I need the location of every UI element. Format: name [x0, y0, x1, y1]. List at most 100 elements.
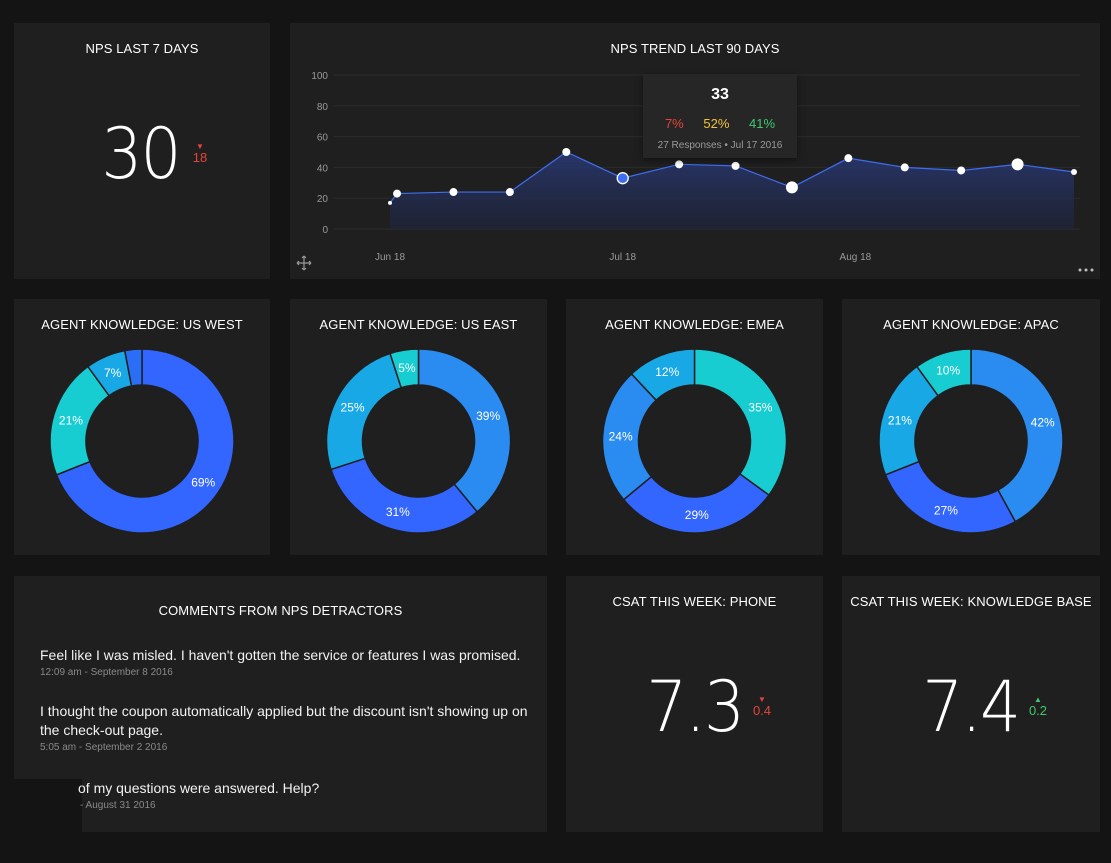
y-tick-label: 20 — [317, 194, 329, 205]
csat-kb-delta-value: 0.2 — [1028, 703, 1048, 718]
comment-time: 12:09 am - September 8 2016 — [40, 667, 173, 678]
donut-slice-label: 29% — [685, 508, 709, 522]
csat-phone-card: CSAT THIS WEEK: PHONE 7.3 ▼ 0.4 — [566, 576, 823, 832]
donut-slice-label: 21% — [59, 413, 83, 427]
more-icon[interactable] — [1078, 261, 1094, 272]
csat-kb-value: 7.4 — [922, 666, 1021, 748]
tooltip-detail: 27 Responses • Jul 17 2016 — [657, 140, 783, 151]
card-title: COMMENTS FROM NPS DETRACTORS — [158, 603, 403, 618]
donut-slice — [55, 348, 235, 534]
card-title: CSAT THIS WEEK: PHONE — [612, 594, 777, 609]
nps-line — [389, 151, 1075, 204]
comment-item-partial: of my questions were answered. Help? - A… — [78, 779, 538, 811]
y-tick-label: 40 — [317, 163, 329, 174]
nps-delta-value: 18 — [192, 150, 208, 165]
nps-7-days-card: NPS LAST 7 DAYS 30 ▼ 18 — [14, 23, 270, 279]
nps-point — [449, 188, 458, 197]
csat-phone-value: 7.3 — [646, 666, 745, 748]
y-tick-label: 60 — [317, 133, 329, 144]
donut-slice-label: 69% — [191, 476, 215, 490]
card-title: AGENT KNOWLEDGE: EMEA — [605, 317, 784, 332]
donut-slice — [123, 348, 143, 387]
csat-knowledge-base-card: CSAT THIS WEEK: KNOWLEDGE BASE 7.4 ▲ 0.2 — [842, 576, 1100, 832]
donut-chart-emea: 35% 29% 24% 12% — [601, 348, 788, 534]
tooltip-promoters: 41% — [749, 116, 776, 131]
agent-knowledge-apac-card: AGENT KNOWLEDGE: APAC 42% 27% 21% 10% — [842, 299, 1100, 555]
nps-point — [844, 154, 853, 163]
donut-slice-label: 35% — [748, 400, 772, 414]
donut-slice — [915, 348, 972, 397]
chart-tooltip: 33 7% 52% 41% 27 Responses • Jul 17 2016 — [643, 74, 797, 158]
comments-card: COMMENTS FROM NPS DETRACTORS Feel like I… — [14, 576, 547, 779]
nps-point — [957, 166, 966, 175]
donut-slice-label: 42% — [1031, 416, 1055, 430]
nps-point — [562, 148, 571, 156]
tooltip-detractors: 7% — [664, 116, 684, 131]
agent-knowledge-emea-card: AGENT KNOWLEDGE: EMEA 35% 29% 24% 12% — [566, 299, 823, 555]
donut-slice-label: 25% — [341, 400, 365, 414]
donut-slice-label: 39% — [476, 409, 500, 423]
up-arrow-icon: ▲ — [1034, 695, 1042, 704]
nps-area — [390, 152, 1074, 229]
x-tick-label: Jun 18 — [375, 252, 405, 263]
nps-trend-card: NPS TREND LAST 90 DAYS 100 80 60 40 20 0 Jun 1… — [290, 23, 1100, 279]
card-title: AGENT KNOWLEDGE: US WEST — [41, 317, 243, 332]
nps-point — [900, 163, 909, 172]
move-icon[interactable] — [296, 255, 312, 271]
nps-point-highlight — [616, 172, 629, 185]
donut-slice — [622, 472, 770, 534]
donut-slice-label: 10% — [936, 364, 960, 378]
donut-slice-label: 31% — [386, 505, 410, 519]
y-tick-label: 0 — [322, 225, 328, 236]
card-title: AGENT KNOWLEDGE: US EAST — [319, 317, 518, 332]
donut-slice — [330, 457, 479, 534]
csat-kb-delta: ▲ 0.2 — [1026, 696, 1050, 718]
comment-time: - August 31 2016 — [80, 800, 156, 811]
down-arrow-icon: ▼ — [758, 695, 766, 704]
donut-chart-us-east: 39% 31% 25% 5% — [325, 348, 512, 534]
comment-text: of my questions were answered. Help? — [78, 780, 320, 796]
csat-phone-delta: ▼ 0.4 — [750, 696, 774, 718]
comment-item: Feel like I was misled. I haven't gotten… — [40, 646, 530, 678]
donut-slice — [693, 348, 788, 497]
comment-text: I thought the coupon automatically appli… — [40, 703, 528, 738]
y-tick-label: 100 — [311, 71, 328, 82]
tooltip-passives: 52% — [703, 116, 730, 131]
agent-knowledge-us-west-card: AGENT KNOWLEDGE: US WEST 69% 21% 7% — [14, 299, 270, 555]
card-title: AGENT KNOWLEDGE: APAC — [883, 317, 1059, 332]
card-title: CSAT THIS WEEK: KNOWLEDGE BASE — [850, 594, 1092, 609]
donut-slice-label: 12% — [655, 365, 679, 379]
nps-value: 30 — [101, 113, 181, 195]
comment-item: I thought the coupon automatically appli… — [40, 702, 530, 753]
donut-slice-label: 7% — [104, 366, 122, 380]
nps-point — [388, 200, 392, 205]
donut-chart-us-west: 69% 21% 7% — [49, 348, 235, 534]
comment-time: 5:05 am - September 2 2016 — [40, 742, 168, 753]
y-tick-label: 80 — [317, 102, 329, 113]
agent-knowledge-us-east-card: AGENT KNOWLEDGE: US EAST 39% 31% 25% 5% — [290, 299, 547, 555]
comment-text: Feel like I was misled. I haven't gotten… — [40, 647, 521, 663]
x-tick-label: Aug 18 — [840, 252, 872, 263]
donut-slice-label: 5% — [398, 361, 416, 375]
card-title: NPS LAST 7 DAYS — [85, 41, 199, 56]
nps-point — [1071, 169, 1077, 176]
nps-point — [393, 189, 402, 198]
nps-point — [785, 181, 798, 194]
donut-slice-label: 21% — [888, 413, 912, 427]
nps-point — [675, 160, 684, 169]
donut-slice-label: 27% — [934, 504, 958, 518]
nps-point — [505, 188, 514, 197]
donut-slice — [630, 348, 696, 402]
nps-point — [731, 161, 740, 170]
card-title: NPS TREND LAST 90 DAYS — [610, 41, 780, 56]
nps-delta: ▼ 18 — [190, 143, 210, 165]
donut-chart-apac: 42% 27% 21% 10% — [878, 348, 1064, 534]
tooltip-nps-value: 33 — [711, 86, 729, 103]
csat-phone-delta-value: 0.4 — [752, 703, 772, 718]
donut-slice — [389, 348, 420, 389]
nps-point — [1011, 158, 1024, 171]
x-tick-label: Jul 18 — [609, 252, 636, 263]
down-arrow-icon: ▼ — [196, 142, 204, 151]
donut-slice — [417, 348, 512, 513]
donut-slice — [970, 348, 1064, 523]
